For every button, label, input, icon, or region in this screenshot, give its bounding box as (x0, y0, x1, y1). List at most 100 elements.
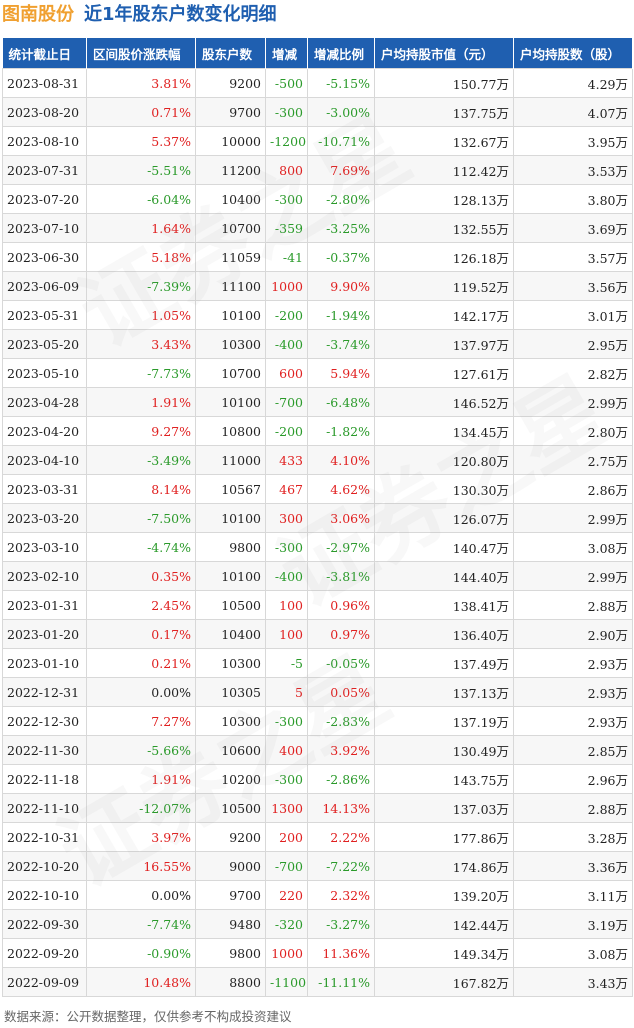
table-row: 2023-07-31 -5.51% 11200 800 7.69% 112.42万 3.53… (2, 155, 633, 185)
cell-date: 2022-10-10 (2, 880, 87, 910)
cell-avg-shares: 3.19万 (513, 909, 633, 939)
cell-change: 100 (265, 590, 308, 620)
cell-avg-value: 126.07万 (374, 503, 514, 533)
table-row: 2022-12-30 7.27% 10300 -300 -2.83% 137.19万 2.9… (2, 706, 633, 736)
cell-avg-shares: 3.80万 (513, 184, 633, 214)
cell-price-change: 0.17% (86, 619, 196, 649)
cell-avg-value: 149.34万 (374, 938, 514, 968)
cell-avg-shares: 2.86万 (513, 474, 633, 504)
cell-change: -1200 (265, 126, 308, 156)
cell-change-ratio: -3.81% (307, 561, 375, 591)
cell-avg-shares: 3.57万 (513, 242, 633, 272)
cell-avg-value: 137.13万 (374, 677, 514, 707)
cell-change-ratio: 3.92% (307, 735, 375, 765)
cell-avg-value: 174.86万 (374, 851, 514, 881)
cell-date: 2022-10-20 (2, 851, 87, 881)
cell-avg-shares: 3.95万 (513, 126, 633, 156)
cell-date: 2022-11-18 (2, 764, 87, 794)
cell-change: -300 (265, 184, 308, 214)
cell-avg-value: 177.86万 (374, 822, 514, 852)
cell-change: -320 (265, 909, 308, 939)
cell-price-change: 0.35% (86, 561, 196, 591)
cell-price-change: 3.81% (86, 68, 196, 98)
cell-holders: 10600 (195, 735, 266, 765)
cell-holders: 10700 (195, 213, 266, 243)
cell-price-change: 10.48% (86, 967, 196, 997)
cell-change: -300 (265, 764, 308, 794)
cell-avg-value: 139.20万 (374, 880, 514, 910)
cell-change-ratio: 3.06% (307, 503, 375, 533)
table-row: 2023-02-10 0.35% 10100 -400 -3.81% 144.40万 2.9… (2, 561, 633, 591)
cell-date: 2023-05-10 (2, 358, 87, 388)
cell-price-change: -7.39% (86, 271, 196, 301)
cell-change-ratio: -3.00% (307, 97, 375, 127)
cell-change-ratio: -7.22% (307, 851, 375, 881)
cell-date: 2023-08-31 (2, 68, 87, 98)
table-row: 2022-09-20 -0.90% 9800 1000 11.36% 149.34万 3.0… (2, 938, 633, 968)
cell-change-ratio: -6.48% (307, 387, 375, 417)
cell-holders: 9480 (195, 909, 266, 939)
cell-avg-shares: 2.96万 (513, 764, 633, 794)
cell-price-change: -4.74% (86, 532, 196, 562)
cell-holders: 10305 (195, 677, 266, 707)
stock-name: 图南股份 (2, 4, 74, 25)
cell-avg-shares: 3.53万 (513, 155, 633, 185)
header-avg-shares: 户均持股数（股） (513, 38, 633, 69)
cell-avg-value: 146.52万 (374, 387, 514, 417)
cell-holders: 11059 (195, 242, 266, 272)
table-row: 2023-05-31 1.05% 10100 -200 -1.94% 142.17万 3.0… (2, 300, 633, 330)
cell-date: 2022-09-30 (2, 909, 87, 939)
cell-change: -359 (265, 213, 308, 243)
cell-price-change: 5.18% (86, 242, 196, 272)
cell-avg-value: 134.45万 (374, 416, 514, 446)
cell-price-change: -5.51% (86, 155, 196, 185)
cell-change: 600 (265, 358, 308, 388)
table-row: 2023-03-31 8.14% 10567 467 4.62% 130.30万 2.86万 (2, 474, 633, 504)
cell-change: 300 (265, 503, 308, 533)
cell-date: 2023-03-20 (2, 503, 87, 533)
cell-holders: 9700 (195, 880, 266, 910)
cell-holders: 9200 (195, 68, 266, 98)
cell-date: 2023-08-10 (2, 126, 87, 156)
cell-holders: 8800 (195, 967, 266, 997)
cell-holders: 10800 (195, 416, 266, 446)
cell-avg-value: 167.82万 (374, 967, 514, 997)
cell-change-ratio: -5.15% (307, 68, 375, 98)
cell-avg-shares: 3.08万 (513, 532, 633, 562)
table-row: 2023-06-30 5.18% 11059 -41 -0.37% 126.18万 3.57… (2, 242, 633, 272)
cell-date: 2023-01-31 (2, 590, 87, 620)
cell-holders: 10500 (195, 793, 266, 823)
table-row: 2023-01-10 0.21% 10300 -5 -0.05% 137.49万 2.93万 (2, 648, 633, 678)
cell-date: 2023-06-09 (2, 271, 87, 301)
cell-date: 2022-09-20 (2, 938, 87, 968)
cell-avg-value: 136.40万 (374, 619, 514, 649)
cell-change: 1300 (265, 793, 308, 823)
table-row: 2023-05-20 3.43% 10300 -400 -3.74% 137.97万 2.9… (2, 329, 633, 359)
cell-change: -400 (265, 561, 308, 591)
cell-avg-value: 137.03万 (374, 793, 514, 823)
cell-date: 2022-12-30 (2, 706, 87, 736)
table-row: 2023-05-10 -7.73% 10700 600 5.94% 127.61万 2.82… (2, 358, 633, 388)
cell-holders: 10567 (195, 474, 266, 504)
cell-holders: 10400 (195, 184, 266, 214)
cell-holders: 10400 (195, 619, 266, 649)
cell-change-ratio: 0.05% (307, 677, 375, 707)
cell-change: -300 (265, 706, 308, 736)
cell-avg-shares: 3.28万 (513, 822, 633, 852)
data-source-note: 数据来源：公开数据整理，仅供参考不构成投资建议 (4, 1009, 292, 1024)
cell-change: 100 (265, 619, 308, 649)
cell-date: 2023-03-31 (2, 474, 87, 504)
cell-avg-value: 137.19万 (374, 706, 514, 736)
cell-avg-value: 120.80万 (374, 445, 514, 475)
cell-price-change: -7.74% (86, 909, 196, 939)
cell-avg-shares: 3.69万 (513, 213, 633, 243)
cell-change: -700 (265, 851, 308, 881)
cell-avg-value: 137.49万 (374, 648, 514, 678)
cell-avg-shares: 3.56万 (513, 271, 633, 301)
cell-avg-shares: 2.88万 (513, 793, 633, 823)
cell-holders: 10100 (195, 387, 266, 417)
cell-holders: 9800 (195, 938, 266, 968)
cell-price-change: 2.45% (86, 590, 196, 620)
cell-holders: 11000 (195, 445, 266, 475)
cell-date: 2023-05-20 (2, 329, 87, 359)
